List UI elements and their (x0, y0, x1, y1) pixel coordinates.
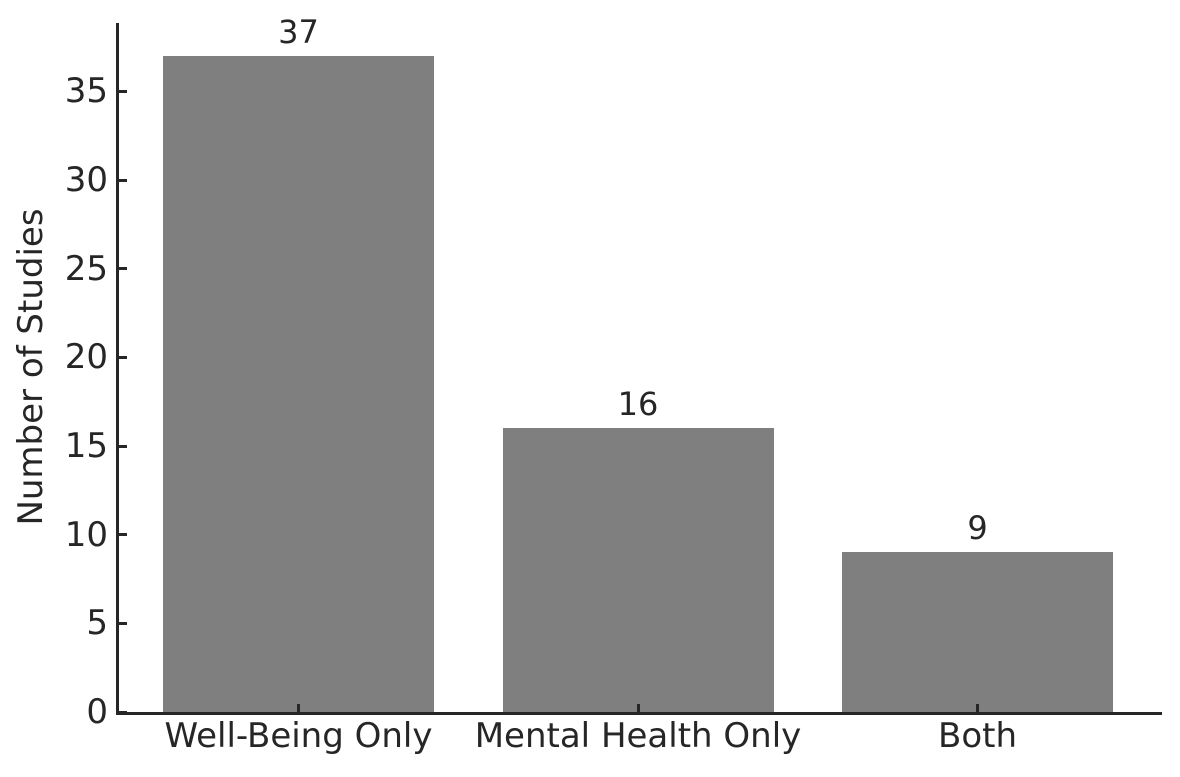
bar-value-label: 16 (617, 385, 659, 424)
y-tick-label: 0 (86, 692, 108, 732)
y-axis-spine (116, 23, 119, 715)
y-tick-label: 10 (64, 514, 108, 555)
y-tick-label: 5 (86, 603, 108, 644)
y-tick-label: 20 (64, 337, 108, 378)
x-tick-mark (297, 704, 300, 712)
x-category-label: Both (937, 716, 1018, 756)
y-tick-label: 35 (64, 71, 108, 112)
x-tick-mark (976, 704, 979, 712)
y-tick-mark (119, 89, 127, 93)
bar (502, 428, 774, 712)
bar (163, 55, 434, 712)
y-tick-mark (119, 621, 127, 625)
y-tick-mark (119, 533, 127, 537)
x-category-label: Well-Being Only (164, 716, 433, 756)
y-tick-label: 15 (64, 426, 108, 467)
x-tick-mark (636, 704, 640, 712)
y-tick-mark (119, 178, 127, 182)
x-axis-spine (116, 712, 1162, 715)
x-category-label: Mental Health Only (474, 716, 802, 756)
bar-value-label: 37 (278, 12, 319, 51)
y-tick-mark (119, 355, 127, 359)
bar-value-label: 9 (967, 509, 988, 548)
y-tick-label: 25 (64, 248, 108, 289)
bar (842, 552, 1113, 712)
y-tick-mark (119, 444, 127, 448)
y-tick-label: 30 (64, 160, 108, 201)
y-tick-mark (119, 267, 127, 271)
